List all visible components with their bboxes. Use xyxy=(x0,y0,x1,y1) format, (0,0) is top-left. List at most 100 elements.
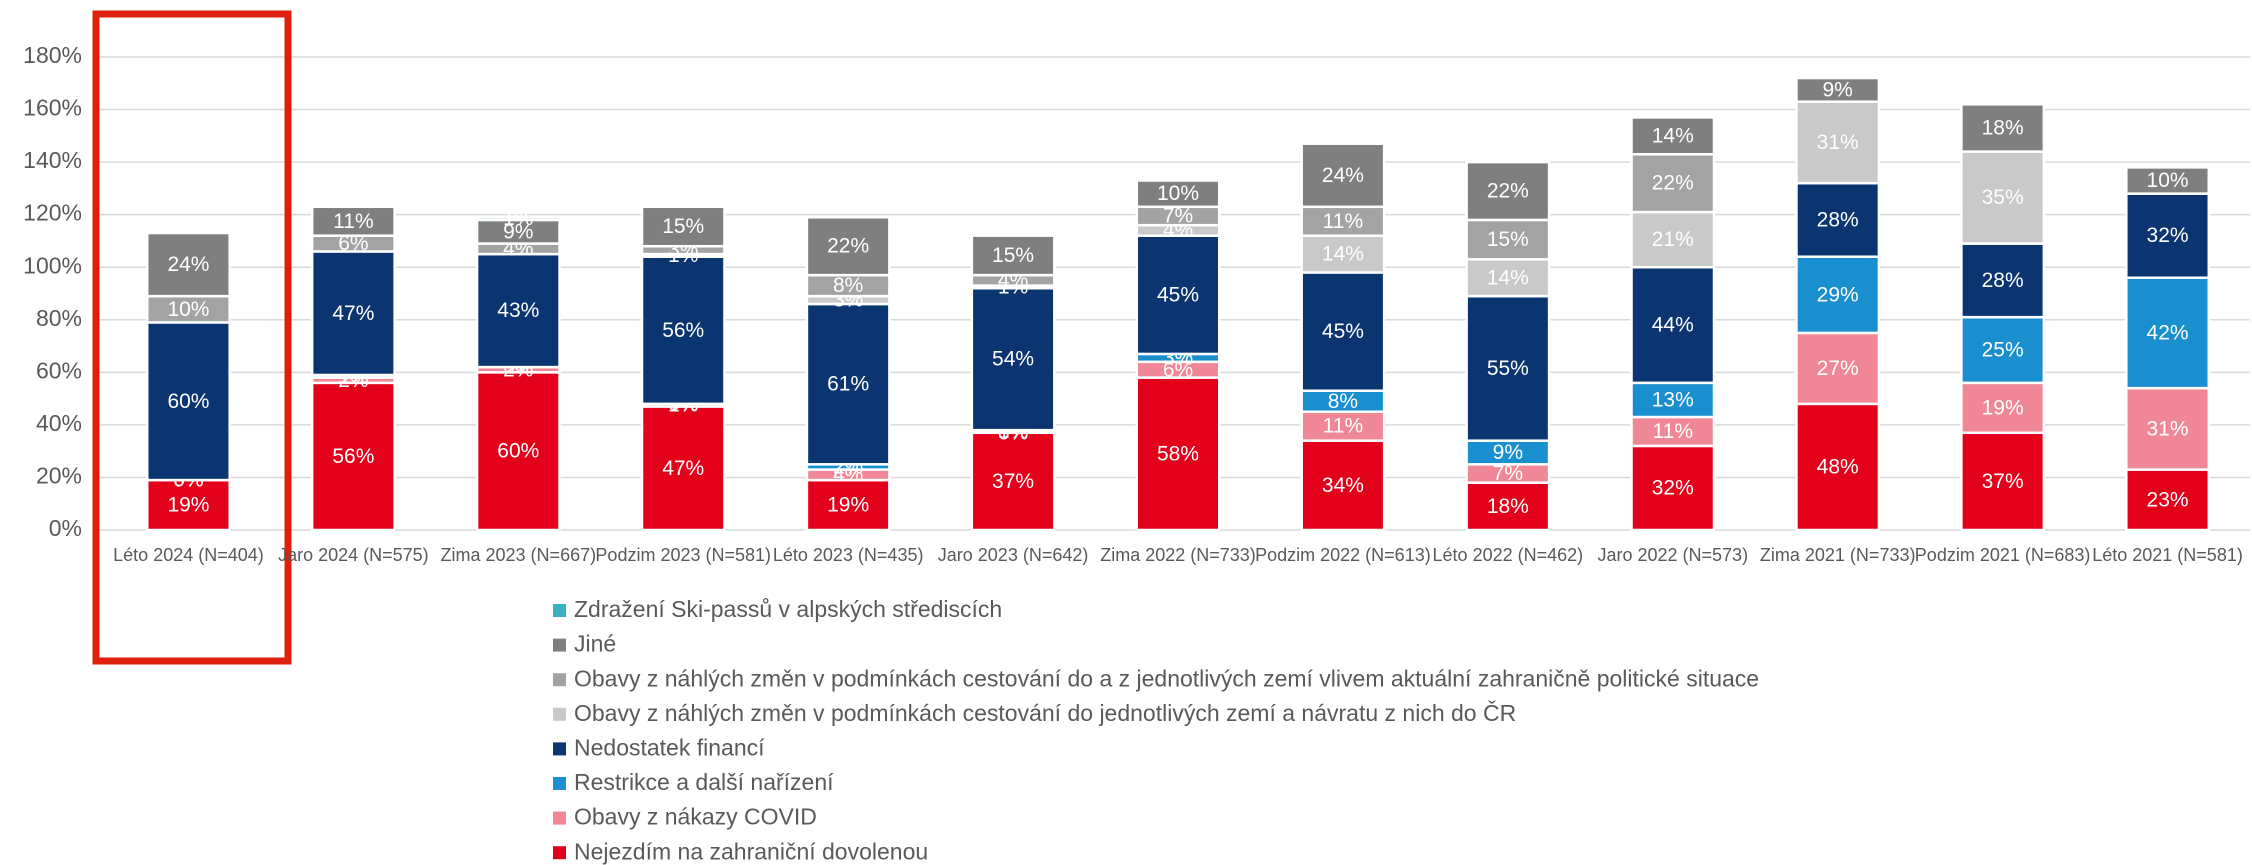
bar-segment xyxy=(1795,331,1881,406)
value-label: 28% xyxy=(1817,208,1859,231)
bar-segment xyxy=(1795,402,1881,532)
value-label: 11% xyxy=(333,210,373,233)
bar-segment xyxy=(1465,258,1551,298)
bar-segment xyxy=(1630,415,1716,448)
bar-segment xyxy=(805,216,891,277)
bar-segment xyxy=(805,302,891,466)
bar-segment xyxy=(805,478,891,532)
bar-segment xyxy=(640,205,726,248)
legend-label: Nedostatek financí xyxy=(574,734,765,760)
bar-segment xyxy=(1135,179,1221,209)
value-label: 45% xyxy=(1322,320,1364,343)
legend-label: Obavy z nákazy COVID xyxy=(574,804,817,830)
value-label: 31% xyxy=(1817,131,1859,154)
value-label: 56% xyxy=(332,445,374,468)
value-label: 6% xyxy=(338,232,368,255)
value-label: 15% xyxy=(662,215,704,238)
x-tick-label: Jaro 2022 (N=573) xyxy=(1597,545,1748,565)
highlight-frame xyxy=(92,10,292,665)
value-label: 58% xyxy=(1157,442,1199,465)
value-label: 23% xyxy=(2147,488,2189,511)
legend-swatch xyxy=(553,673,566,687)
value-label: 9% xyxy=(1493,441,1523,464)
value-label: 10% xyxy=(1157,182,1199,205)
bar-segment xyxy=(1960,103,2046,153)
legend-swatch xyxy=(553,811,566,825)
value-label: 48% xyxy=(1817,455,1859,478)
y-tick-label: 160% xyxy=(23,95,82,121)
legend-swatch xyxy=(553,707,566,721)
legend-label: Nejezdím na zahraniční dovolenou xyxy=(574,838,928,864)
value-label: 6% xyxy=(1163,358,1193,381)
legend-swatch xyxy=(553,638,566,652)
value-label: 31% xyxy=(2147,417,2189,440)
bar-segment xyxy=(310,250,396,377)
value-label: 11% xyxy=(1323,415,1363,438)
value-label: 24% xyxy=(167,253,209,276)
value-label: 37% xyxy=(992,470,1034,493)
value-label: 19% xyxy=(167,494,209,517)
value-label: 32% xyxy=(2147,224,2189,247)
value-label: 14% xyxy=(1487,266,1529,289)
value-label: 45% xyxy=(1157,283,1199,306)
value-label: 19% xyxy=(1982,396,2024,419)
value-label: 15% xyxy=(1487,228,1529,251)
bar-segment xyxy=(1960,431,2046,532)
x-tick-label: Podzim 2023 (N=581) xyxy=(595,545,771,565)
value-label: 9% xyxy=(503,220,533,243)
value-label: 37% xyxy=(1982,470,2024,493)
x-tick-label: Jaro 2024 (N=575) xyxy=(278,545,429,565)
value-label: 10% xyxy=(167,298,209,321)
bar-segment xyxy=(310,381,396,532)
value-label: 55% xyxy=(1487,357,1529,380)
bar-segment xyxy=(1795,100,1881,185)
y-tick-label: 100% xyxy=(23,252,82,278)
value-label: 47% xyxy=(332,302,374,325)
value-label: 8% xyxy=(833,274,863,297)
legend-label: Obavy z náhlých změn v podmínkách cestov… xyxy=(574,699,1516,726)
x-tick-label: Léto 2023 (N=435) xyxy=(773,545,924,565)
bar-segment xyxy=(1795,255,1881,335)
y-tick-label: 80% xyxy=(36,305,82,331)
value-label: 1% xyxy=(503,207,533,230)
value-label: 7% xyxy=(1493,462,1523,485)
legend-swatch xyxy=(553,777,566,790)
bar-segment xyxy=(640,405,726,532)
value-label: 35% xyxy=(1982,186,2024,209)
x-tick-label: Zima 2023 (N=667) xyxy=(441,545,597,565)
bar-segment xyxy=(475,371,561,532)
value-label: 13% xyxy=(1652,388,1694,411)
bar-segment xyxy=(1630,210,1716,269)
value-label: 22% xyxy=(827,235,869,258)
value-label: 24% xyxy=(1322,164,1364,187)
x-tick-label: Léto 2022 (N=462) xyxy=(1433,545,1584,565)
bar-segment xyxy=(1300,271,1386,392)
bar-segment xyxy=(1465,294,1551,442)
bar-segment xyxy=(970,431,1056,532)
bar-segment xyxy=(1630,444,1716,532)
value-label: 21% xyxy=(1652,228,1694,251)
bar-segment xyxy=(310,205,396,237)
y-tick-label: 60% xyxy=(36,357,82,383)
y-tick-label: 20% xyxy=(36,463,82,489)
value-label: 19% xyxy=(827,494,869,517)
x-tick-label: Léto 2024 (N=404) xyxy=(113,545,264,565)
value-label: 14% xyxy=(1652,124,1694,147)
value-label: 9% xyxy=(1823,78,1853,101)
value-label: 60% xyxy=(497,440,539,463)
bar-segment xyxy=(970,234,1056,277)
value-label: 61% xyxy=(827,373,869,396)
value-label: 18% xyxy=(1487,495,1529,518)
value-label: 28% xyxy=(1982,269,2024,292)
value-label: 27% xyxy=(1817,357,1859,380)
bar-segment xyxy=(145,294,231,324)
bar-segment xyxy=(1630,116,1716,156)
value-label: 22% xyxy=(1652,172,1694,195)
bar-segment xyxy=(640,255,726,406)
value-label: 34% xyxy=(1322,474,1364,497)
value-label: 56% xyxy=(662,319,704,342)
y-tick-label: 40% xyxy=(36,410,82,436)
y-tick-label: 140% xyxy=(23,147,82,173)
value-label: 32% xyxy=(1652,477,1694,500)
